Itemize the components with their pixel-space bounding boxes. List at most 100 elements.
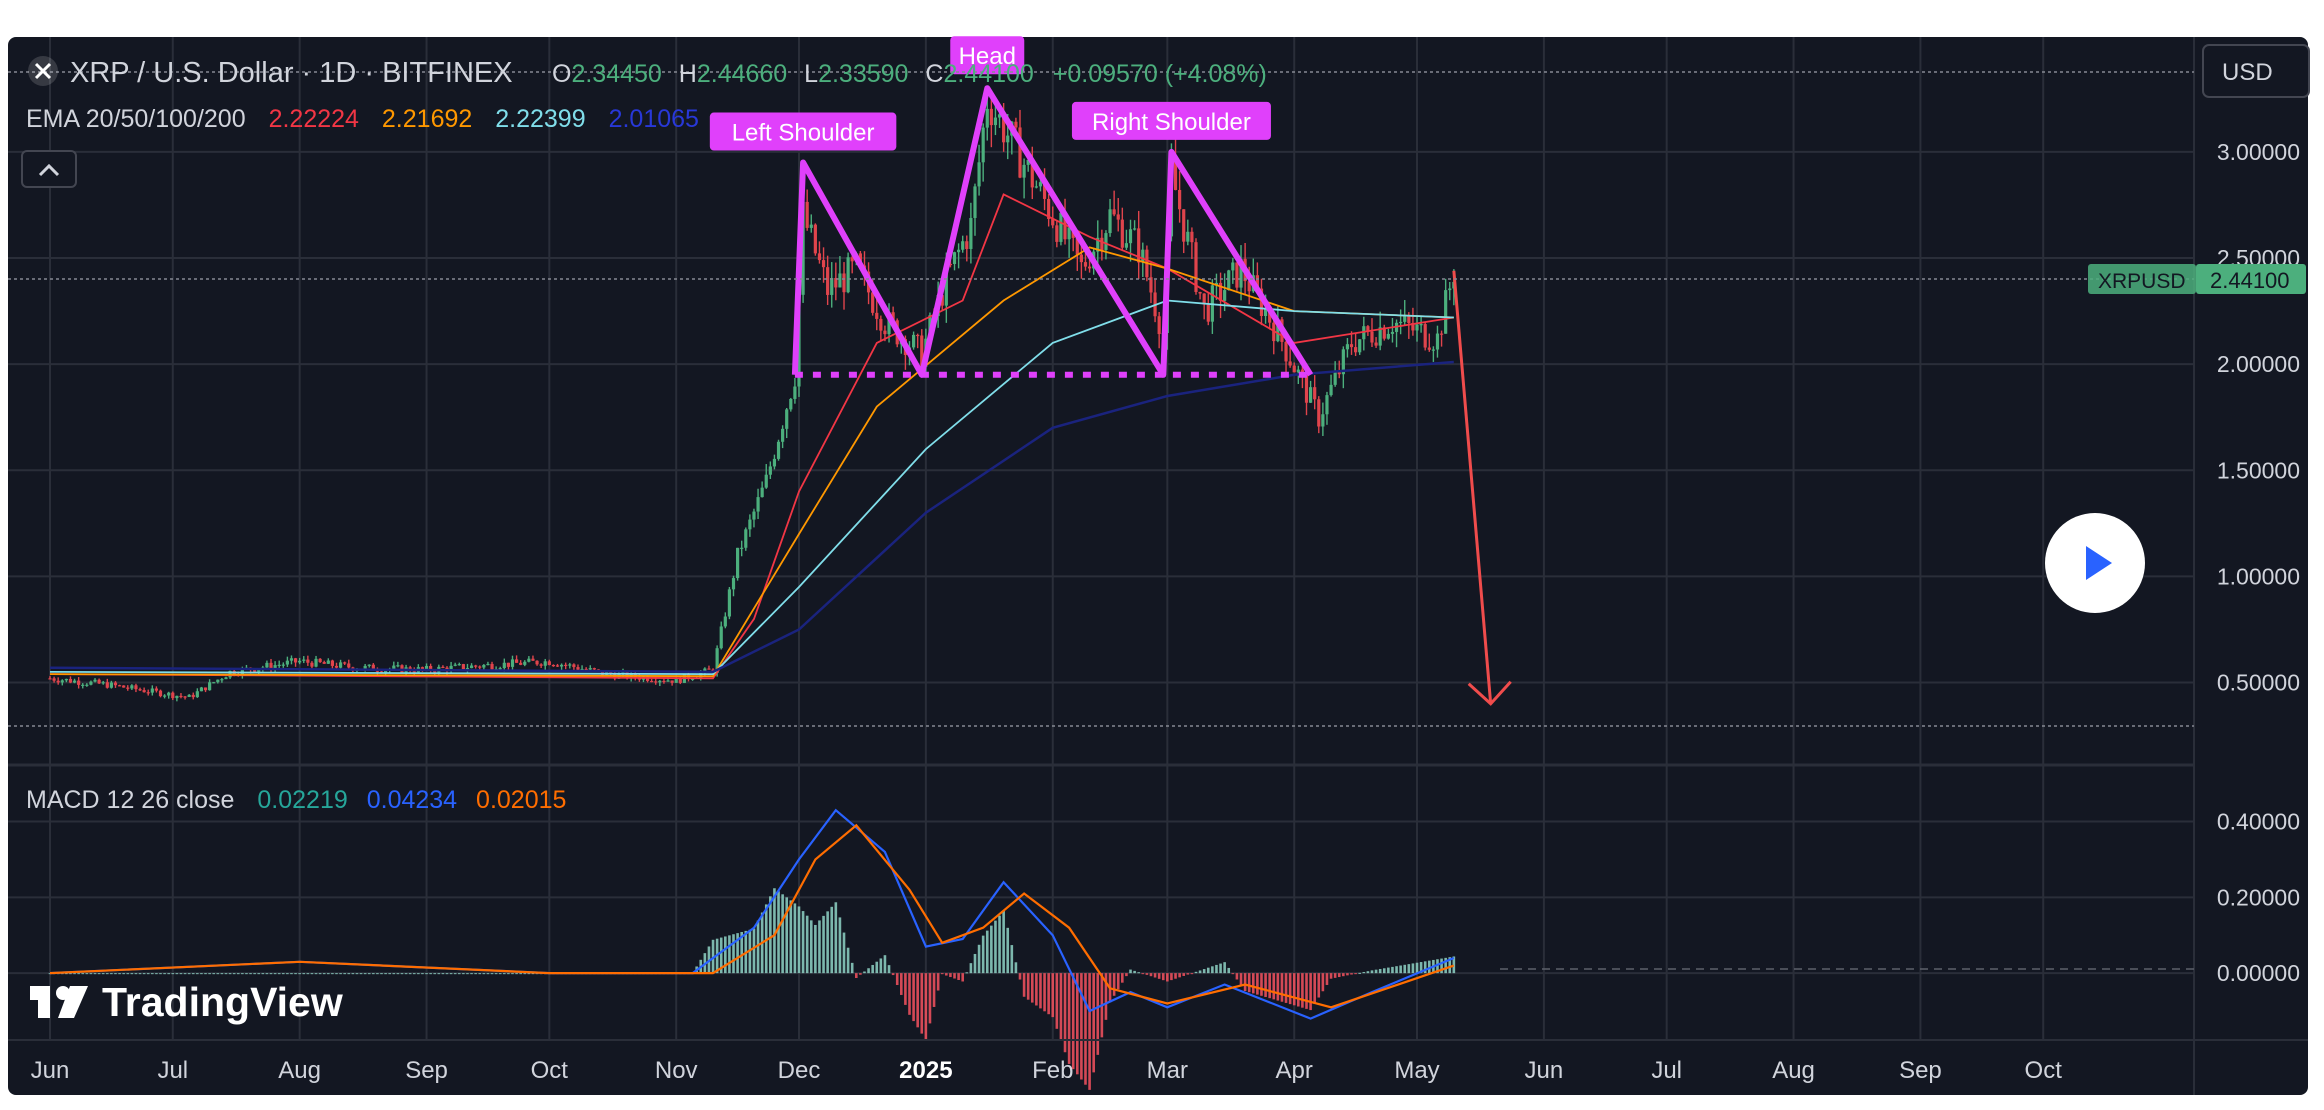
candle-body [580, 668, 584, 671]
macd-histogram-bar [69, 973, 72, 975]
candle-body [776, 441, 781, 459]
candle-body [1227, 270, 1231, 291]
macd-histogram-bar [163, 973, 166, 975]
right-shoulder-label-box [1071, 101, 1271, 140]
candle-body [650, 680, 654, 683]
candle-body [969, 217, 973, 249]
candle-body [384, 669, 388, 673]
candle-body [478, 666, 482, 668]
time-axis-label: Jun [31, 1057, 70, 1084]
candle-body [203, 687, 208, 691]
macd-histogram-bar [1121, 973, 1124, 983]
macd-histogram-bar [204, 973, 207, 975]
candle-body [1026, 159, 1030, 165]
candle-body [519, 662, 523, 665]
macd-histogram-bar [1063, 973, 1067, 1053]
chevron-up-icon[interactable] [38, 163, 60, 177]
ema-line [49, 246, 1454, 678]
close-button[interactable] [28, 56, 58, 86]
macd-histogram-bar [1153, 973, 1157, 978]
macd-histogram-bar [1039, 973, 1042, 1009]
candle-body [1235, 262, 1239, 288]
macd-histogram-bar [801, 911, 805, 974]
macd-histogram-bar [122, 973, 125, 975]
macd-histogram-bar [196, 973, 199, 975]
ema-legend[interactable]: EMA 20/50/100/200 2.22224 2.21692 2.2239… [26, 105, 699, 133]
macd-histogram-bar [232, 973, 236, 975]
macd-histogram-bar [470, 973, 473, 975]
candle-body [871, 292, 875, 313]
candle-body [1124, 243, 1129, 248]
projection-arrow[interactable] [1452, 270, 1493, 704]
macd-histogram-bar [257, 973, 261, 975]
macd-histogram-bar [1035, 973, 1038, 1006]
macd-histogram-bar [1419, 962, 1423, 974]
macd-histogram-bar [1317, 973, 1321, 998]
candle-body [940, 295, 944, 306]
macd-legend[interactable]: MACD 12 26 close 0.02219 0.04234 0.02015 [26, 786, 566, 814]
ema-legend-label: EMA 20/50/100/200 [26, 105, 246, 133]
macd-histogram-bar [887, 965, 891, 974]
symbol-title[interactable]: XRP / U.S. Dollar · 1D · BITFINEX [70, 57, 513, 89]
macd-histogram-bar [809, 920, 813, 974]
macd-histogram-bar [355, 973, 359, 975]
candle-body [1231, 262, 1235, 271]
macd-histogram-bar [1026, 973, 1030, 1000]
collapse-legend-button[interactable] [21, 150, 77, 188]
candle-body [621, 671, 625, 674]
right-shoulder-label: Right Shoulder [1092, 109, 1251, 136]
macd-histogram-bar [1391, 966, 1394, 974]
ohlc-readout: O2.34450 H2.44660 L2.33590 C2.44100 +0.0… [552, 60, 1267, 88]
candle-body [772, 458, 777, 467]
macd-histogram-bar [89, 973, 93, 975]
candle-body [948, 263, 953, 266]
macd-histogram-bar [1382, 968, 1386, 974]
candle-body [1341, 349, 1345, 375]
candle-body [600, 670, 605, 675]
currency-button[interactable]: USD [2202, 44, 2310, 98]
macd-histogram-bar [834, 902, 838, 974]
price-tag-value: 2.44100 [2210, 268, 2290, 293]
candle-body [572, 664, 576, 668]
candle-body [789, 398, 793, 410]
candle-body [167, 692, 171, 696]
macd-hist-value: 0.02219 [257, 786, 347, 814]
price-axis-label: 3.00000 [2217, 139, 2300, 165]
play-icon[interactable] [2086, 546, 2112, 580]
candle-body [674, 677, 678, 683]
macd-histogram-bar [1104, 973, 1108, 1020]
candle-body [1128, 229, 1133, 244]
head-shoulders-pattern[interactable]: Left Shoulder Right Shoulder Head [709, 36, 1512, 706]
macd-axis-label: 0.20000 [2217, 884, 2300, 910]
macd-histogram-bar [1116, 973, 1120, 990]
price-tag-symbol: XRPUSD [2098, 270, 2186, 293]
time-axis-label: Jul [157, 1057, 188, 1084]
macd-histogram-bar [961, 973, 965, 982]
candle-body [429, 665, 433, 671]
macd-histogram-bar [1407, 964, 1411, 974]
candle-body [105, 682, 109, 688]
macd-histogram-bar [1251, 973, 1255, 994]
candle-body [957, 249, 961, 253]
macd-histogram-bar [1161, 973, 1165, 981]
candle-body [433, 670, 437, 673]
replay-play-button[interactable] [2045, 513, 2145, 613]
candle-body [584, 668, 588, 671]
candle-body [826, 267, 830, 295]
candle-body [1284, 341, 1288, 362]
candle-body [183, 696, 187, 698]
candle-body [973, 186, 977, 218]
candle-body [150, 688, 154, 693]
pattern-outline[interactable] [791, 85, 1314, 378]
macd-histogram-bar [527, 973, 531, 975]
price-axis-label: 1.00000 [2217, 563, 2300, 589]
macd-histogram-bar [101, 973, 105, 975]
macd-histogram-bar [756, 920, 760, 974]
currency-label[interactable]: USD [2222, 59, 2273, 86]
macd-histogram-bar [65, 973, 68, 975]
candle-body [748, 519, 752, 530]
macd-histogram-bar [155, 973, 158, 975]
price-candles [48, 90, 1456, 702]
candle-body [396, 665, 400, 667]
